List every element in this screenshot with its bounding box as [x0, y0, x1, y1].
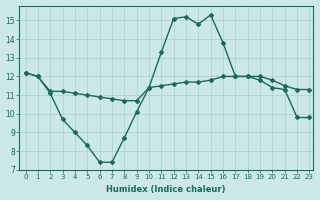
X-axis label: Humidex (Indice chaleur): Humidex (Indice chaleur) [107, 185, 226, 194]
